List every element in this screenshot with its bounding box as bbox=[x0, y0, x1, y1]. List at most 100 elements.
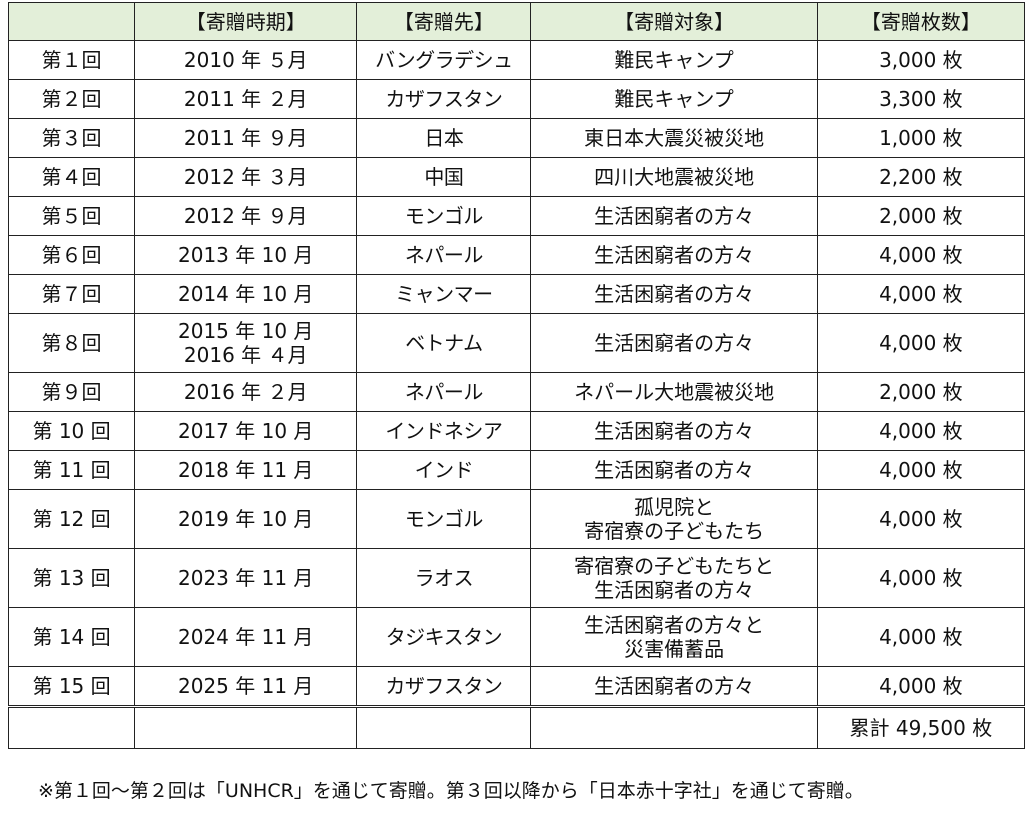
destination-cell: ネパール bbox=[356, 372, 532, 412]
table-row: 第２回 2011 年 ２月 カザフスタン 難民キャンプ 3,300 枚 bbox=[7, 79, 1026, 119]
target-cell: 寄宿寮の子どもたちと 生活困窮者の方々 bbox=[530, 548, 818, 608]
table-body: 第１回 2010 年 ５月 バングラデシュ 難民キャンプ 3,000 枚第２回 2011 … bbox=[7, 40, 1026, 749]
count-cell: 4,000 枚 bbox=[816, 450, 1026, 490]
target-cell-line: 東日本大震災被災地 bbox=[584, 126, 765, 150]
target-cell: 生活困窮者の方々 bbox=[530, 450, 818, 490]
count-cell: 1,000 枚 bbox=[816, 118, 1026, 158]
round-cell: 第 10 回 bbox=[7, 411, 136, 451]
target-cell: 難民キャンプ bbox=[530, 40, 818, 80]
round-cell: 第１回 bbox=[7, 40, 136, 80]
target-cell-line: 寄宿寮の子どもたちと bbox=[574, 554, 775, 578]
destination-cell: インドネシア bbox=[356, 411, 532, 451]
round-cell: 第 11 回 bbox=[7, 450, 136, 490]
destination-cell: 日本 bbox=[356, 118, 532, 158]
round-cell: 第４回 bbox=[7, 157, 136, 197]
period-cell-line: 2024 年 11 月 bbox=[178, 625, 314, 649]
period-cell-line: 2023 年 11 月 bbox=[178, 566, 314, 590]
header-target: 【寄贈対象】 bbox=[530, 2, 818, 41]
destination-cell: カザフスタン bbox=[356, 666, 532, 707]
period-cell: 2015 年 10 月 2016 年 ４月 bbox=[134, 313, 358, 373]
total-empty-cell bbox=[7, 705, 136, 749]
period-cell: 2016 年 ２月 bbox=[134, 372, 358, 412]
destination-cell: ラオス bbox=[356, 548, 532, 608]
period-cell-line: 2012 年 ９月 bbox=[183, 204, 308, 228]
target-cell-line: 生活困窮者の方々 bbox=[594, 331, 755, 355]
period-cell: 2018 年 11 月 bbox=[134, 450, 358, 490]
total-empty-cell bbox=[356, 705, 532, 749]
table-row: 第 13 回 2023 年 11 月ラオス 寄宿寮の子どもたちと 生活困窮者の方々 4,… bbox=[7, 548, 1026, 608]
count-cell: 2,200 枚 bbox=[816, 157, 1026, 197]
count-cell: 4,000 枚 bbox=[816, 607, 1026, 667]
round-cell: 第３回 bbox=[7, 118, 136, 158]
target-cell-line: 生活困窮者の方々 bbox=[594, 204, 755, 228]
round-cell: 第 12 回 bbox=[7, 489, 136, 549]
period-cell-line: 2016 年 ２月 bbox=[183, 380, 308, 404]
period-cell-line: 2010 年 ５月 bbox=[183, 48, 308, 72]
count-cell: 2,000 枚 bbox=[816, 196, 1026, 236]
destination-cell: ネパール bbox=[356, 235, 532, 275]
target-cell-line: 生活困窮者の方々と bbox=[584, 613, 765, 637]
table-row: 第４回 2012 年 ３月 中国 四川大地震被災地 2,200 枚 bbox=[7, 157, 1026, 197]
target-cell-line: 災害備蓄品 bbox=[624, 637, 725, 661]
period-cell: 2025 年 11 月 bbox=[134, 666, 358, 707]
header-destination: 【寄贈先】 bbox=[356, 2, 532, 41]
header-row: 【寄贈時期】 【寄贈先】 【寄贈対象】 【寄贈枚数】 bbox=[7, 2, 1026, 41]
target-cell-line: 生活困窮者の方々 bbox=[594, 674, 755, 698]
table-row: 第１回 2010 年 ５月 バングラデシュ 難民キャンプ 3,000 枚 bbox=[7, 40, 1026, 80]
round-cell: 第５回 bbox=[7, 196, 136, 236]
destination-cell: インド bbox=[356, 450, 532, 490]
target-cell: 生活困窮者の方々 bbox=[530, 411, 818, 451]
target-cell: 生活困窮者の方々 bbox=[530, 235, 818, 275]
target-cell-line: 寄宿寮の子どもたち bbox=[584, 519, 765, 543]
period-cell-line: 2014 年 10 月 bbox=[178, 282, 314, 306]
destination-cell: タジキスタン bbox=[356, 607, 532, 667]
target-cell-line: 生活困窮者の方々 bbox=[594, 578, 755, 602]
target-cell-line: 難民キャンプ bbox=[614, 87, 734, 111]
round-cell: 第２回 bbox=[7, 79, 136, 119]
period-cell-line: 2025 年 11 月 bbox=[178, 674, 314, 698]
table-row: 第 14 回 2024 年 11 月タジキスタン 生活困窮者の方々と 災害備蓄品 4,0… bbox=[7, 607, 1026, 667]
round-cell: 第９回 bbox=[7, 372, 136, 412]
table-row: 第 10 回 2017 年 10 月 インドネシア 生活困窮者の方々 4,000 枚 bbox=[7, 411, 1026, 451]
destination-cell: モンゴル bbox=[356, 489, 532, 549]
table-row: 第８回 2015 年 10 月 2016 年 ４月 ベトナム 生活困窮者の方々 4,000… bbox=[7, 313, 1026, 373]
target-cell-line: 生活困窮者の方々 bbox=[594, 419, 755, 443]
target-cell-line: 孤児院と bbox=[634, 495, 715, 519]
target-cell: 生活困窮者の方々 bbox=[530, 666, 818, 707]
total-empty-cell bbox=[530, 705, 818, 749]
target-cell: 生活困窮者の方々と 災害備蓄品 bbox=[530, 607, 818, 667]
count-cell: 4,000 枚 bbox=[816, 411, 1026, 451]
total-row: 累計 49,500 枚 bbox=[7, 705, 1026, 749]
target-cell-line: 難民キャンプ bbox=[614, 48, 734, 72]
count-cell: 4,000 枚 bbox=[816, 548, 1026, 608]
round-cell: 第７回 bbox=[7, 274, 136, 314]
destination-cell: カザフスタン bbox=[356, 79, 532, 119]
period-cell: 2014 年 10 月 bbox=[134, 274, 358, 314]
header-round bbox=[7, 2, 136, 41]
target-cell: 四川大地震被災地 bbox=[530, 157, 818, 197]
round-cell: 第 13 回 bbox=[7, 548, 136, 608]
table-row: 第９回 2016 年 ２月 ネパール ネパール大地震被災地 2,000 枚 bbox=[7, 372, 1026, 412]
period-cell-line: 2012 年 ３月 bbox=[183, 165, 308, 189]
period-cell: 2010 年 ５月 bbox=[134, 40, 358, 80]
donation-table: 【寄贈時期】 【寄贈先】 【寄贈対象】 【寄贈枚数】 第１回 2010 年 ５月 バ… bbox=[7, 2, 1026, 749]
period-cell: 2019 年 10 月 bbox=[134, 489, 358, 549]
header-count: 【寄贈枚数】 bbox=[816, 2, 1026, 41]
period-cell-line: 2018 年 11 月 bbox=[178, 458, 314, 482]
period-cell: 2012 年 ９月 bbox=[134, 196, 358, 236]
period-cell: 2023 年 11 月 bbox=[134, 548, 358, 608]
round-cell: 第８回 bbox=[7, 313, 136, 373]
period-cell: 2024 年 11 月 bbox=[134, 607, 358, 667]
destination-cell: モンゴル bbox=[356, 196, 532, 236]
period-cell-line: 2011 年 ９月 bbox=[183, 126, 308, 150]
header-period: 【寄贈時期】 bbox=[134, 2, 358, 41]
round-cell: 第 14 回 bbox=[7, 607, 136, 667]
count-cell: 4,000 枚 bbox=[816, 313, 1026, 373]
target-cell: 難民キャンプ bbox=[530, 79, 818, 119]
target-cell: 孤児院と 寄宿寮の子どもたち bbox=[530, 489, 818, 549]
target-cell: 生活困窮者の方々 bbox=[530, 274, 818, 314]
count-cell: 4,000 枚 bbox=[816, 666, 1026, 707]
target-cell-line: ネパール大地震被災地 bbox=[574, 380, 775, 404]
period-cell-line: 2016 年 ４月 bbox=[183, 343, 308, 367]
target-cell: 生活困窮者の方々 bbox=[530, 313, 818, 373]
